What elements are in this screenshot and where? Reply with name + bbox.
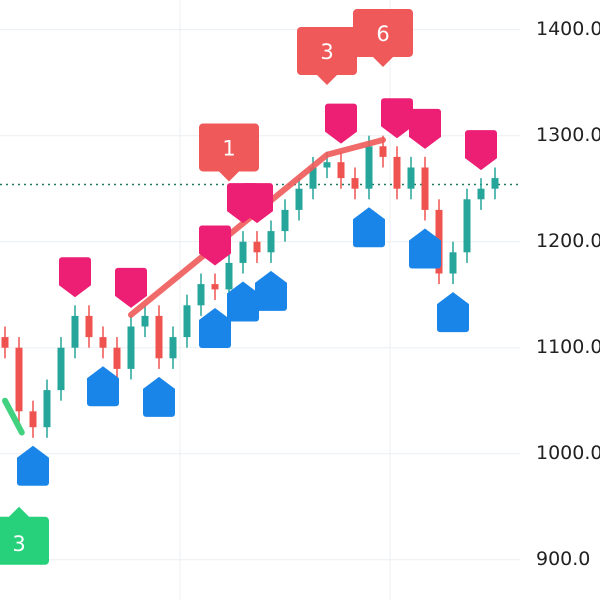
- candle-body: [407, 167, 415, 189]
- sell-marker: [59, 257, 91, 298]
- sell-marker: [465, 130, 497, 171]
- y-tick-label: 1000.0: [536, 442, 600, 464]
- candle-body: [57, 347, 65, 391]
- candle-body: [253, 241, 261, 253]
- candle-body: [449, 252, 457, 274]
- buy-marker: [199, 308, 231, 348]
- candle-body: [295, 188, 303, 210]
- candle-body: [113, 347, 121, 369]
- candle-body: [239, 241, 247, 263]
- candle-body: [197, 284, 205, 306]
- badge-label: 6: [376, 22, 389, 46]
- buy-marker: [143, 376, 175, 417]
- candle-body: [141, 315, 149, 327]
- candle-body: [43, 390, 51, 428]
- trend-line: [128, 136, 386, 318]
- candle-body: [309, 167, 317, 189]
- buy-marker: [255, 270, 287, 311]
- y-tick-label: 1400.0: [536, 18, 600, 40]
- candle-body: [393, 156, 401, 189]
- y-tick-label: 1100.0: [536, 336, 600, 358]
- candle-body: [365, 146, 373, 189]
- sell-marker: [409, 108, 441, 149]
- candle-body: [169, 337, 177, 359]
- y-tick-label: 1300.0: [536, 124, 600, 146]
- candle-body: [421, 167, 429, 210]
- candle-body: [351, 178, 359, 189]
- candle-body: [477, 188, 485, 200]
- y-tick-label: 900.0: [536, 548, 590, 570]
- candle-body: [463, 199, 471, 253]
- y-tick-label: 1200.0: [536, 230, 600, 252]
- badge: [0, 506, 49, 565]
- badge: [297, 27, 357, 86]
- buy-marker: [87, 366, 119, 407]
- buy-marker: [437, 292, 469, 333]
- sell-marker: [381, 98, 413, 139]
- candle-body: [85, 315, 93, 338]
- candle-body: [491, 178, 499, 189]
- buy-marker: [227, 281, 259, 322]
- badge: [353, 8, 413, 67]
- trend-line: [2, 397, 25, 436]
- candle-body: [267, 231, 275, 253]
- buy-marker: [409, 228, 441, 269]
- sell-marker: [199, 225, 231, 266]
- candle-body: [183, 305, 191, 338]
- candle-body: [29, 411, 37, 428]
- candle-body: [323, 162, 331, 168]
- badge: [199, 123, 259, 182]
- candle-body: [15, 347, 23, 412]
- candle-body: [281, 209, 289, 232]
- candle-body: [225, 262, 233, 290]
- candle-body: [71, 315, 79, 348]
- badge-label: 3: [12, 532, 25, 556]
- candle-body: [211, 284, 219, 290]
- sell-marker: [325, 103, 357, 144]
- buy-marker: [17, 445, 49, 486]
- candle-body: [337, 162, 345, 179]
- candle-body: [155, 315, 163, 359]
- candle-body: [99, 337, 107, 348]
- badge-label: 1: [222, 136, 235, 160]
- candle-body: [127, 326, 135, 369]
- sell-marker: [115, 267, 147, 308]
- buy-marker: [353, 207, 385, 248]
- candle-body: [379, 146, 387, 157]
- badge-label: 3: [320, 40, 333, 64]
- candle-body: [1, 337, 9, 348]
- sell-marker: [241, 183, 273, 224]
